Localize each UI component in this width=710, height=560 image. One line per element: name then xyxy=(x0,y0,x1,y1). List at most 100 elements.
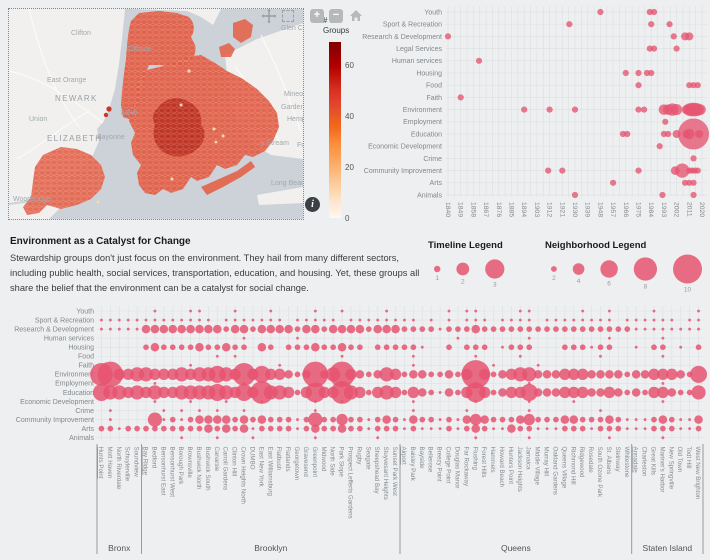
matrix-bubble[interactable] xyxy=(257,342,267,352)
hexbin-ne-cluster2[interactable] xyxy=(219,43,235,57)
neighborhood-label[interactable]: Bay Ridge xyxy=(142,447,149,476)
matrix-bubble[interactable] xyxy=(438,327,442,331)
matrix-bubble[interactable] xyxy=(651,416,657,423)
matrix-bubble[interactable] xyxy=(367,318,371,322)
matrix-bubble[interactable] xyxy=(108,327,112,331)
matrix-bubble[interactable] xyxy=(340,309,344,313)
timeline-bubble[interactable] xyxy=(546,106,553,113)
matrix-bubble[interactable] xyxy=(590,345,594,349)
matrix-bubble[interactable] xyxy=(365,389,372,396)
matrix-bubble[interactable] xyxy=(180,318,184,322)
neighborhood-label[interactable]: Hunts Point xyxy=(97,447,104,479)
matrix-bubble[interactable] xyxy=(278,318,282,322)
timeline-chart[interactable]: Youth Sport & Recreation Research & Develo… xyxy=(355,0,710,232)
matrix-bubble[interactable] xyxy=(135,318,139,322)
matrix-bubble[interactable] xyxy=(135,327,139,331)
matrix-bubble[interactable] xyxy=(418,388,427,397)
matrix-bubble[interactable] xyxy=(233,309,237,313)
matrix-bubble[interactable] xyxy=(492,363,495,367)
matrix-bubble[interactable] xyxy=(411,363,415,367)
matrix-bubble[interactable] xyxy=(410,425,417,432)
timeline-bubble[interactable] xyxy=(635,167,642,174)
matrix-bubble[interactable] xyxy=(198,409,201,412)
matrix-bubble[interactable] xyxy=(162,418,166,422)
matrix-bubble[interactable] xyxy=(189,363,192,367)
matrix-bubble[interactable] xyxy=(401,326,408,332)
matrix-bubble[interactable] xyxy=(313,309,317,313)
neighborhood-label[interactable]: Airport xyxy=(400,447,407,466)
matrix-bubble[interactable] xyxy=(474,436,478,440)
matrix-bubble[interactable] xyxy=(305,318,308,322)
matrix-bubble[interactable] xyxy=(651,344,657,351)
matrix-bubble[interactable] xyxy=(242,336,246,340)
matrix-bubble[interactable] xyxy=(624,389,631,396)
timeline-bubble[interactable] xyxy=(648,21,655,28)
matrix-bubble[interactable] xyxy=(572,400,576,403)
matrix-bubble[interactable] xyxy=(272,385,287,400)
matrix-bubble[interactable] xyxy=(527,318,531,322)
matrix-bubble[interactable] xyxy=(568,386,580,399)
matrix-bubble[interactable] xyxy=(676,370,685,379)
matrix-bubble[interactable] xyxy=(169,425,176,432)
matrix-bubble[interactable] xyxy=(679,345,683,349)
matrix-bubble[interactable] xyxy=(357,416,363,423)
matrix-bubble[interactable] xyxy=(643,427,647,431)
info-button[interactable]: i xyxy=(305,197,320,212)
matrix-bubble[interactable] xyxy=(411,318,415,322)
matrix-bubble[interactable] xyxy=(462,415,472,424)
matrix-bubble[interactable] xyxy=(518,309,522,313)
matrix-bubble[interactable] xyxy=(174,367,189,382)
matrix-bubble[interactable] xyxy=(379,385,394,400)
matrix-bubble[interactable] xyxy=(392,425,399,432)
matrix-bubble[interactable] xyxy=(446,344,452,351)
matrix-bubble[interactable] xyxy=(117,327,121,331)
matrix-bubble[interactable] xyxy=(401,389,408,396)
matrix-bubble[interactable] xyxy=(411,409,415,412)
matrix-bubble[interactable] xyxy=(679,327,683,331)
matrix-bubble[interactable] xyxy=(107,425,114,432)
matrix-bubble[interactable] xyxy=(463,326,470,332)
matrix-bubble[interactable] xyxy=(446,416,452,423)
matrix-bubble[interactable] xyxy=(527,400,531,403)
matrix-bubble[interactable] xyxy=(150,342,160,352)
matrix-bubble[interactable] xyxy=(206,318,210,322)
matrix-bubble[interactable] xyxy=(507,424,516,433)
timeline-bubble[interactable] xyxy=(656,143,663,150)
matrix-bubble[interactable] xyxy=(562,344,568,351)
matrix-bubble[interactable] xyxy=(394,318,397,322)
matrix-bubble[interactable] xyxy=(429,318,433,322)
home-icon[interactable] xyxy=(348,8,364,24)
matrix-bubble[interactable] xyxy=(355,370,365,379)
matrix-bubble[interactable] xyxy=(444,370,454,379)
matrix-bubble[interactable] xyxy=(303,416,310,423)
hexbin-dot[interactable] xyxy=(106,106,112,112)
matrix-bubble[interactable] xyxy=(232,425,238,432)
timeline-bubble[interactable] xyxy=(673,45,680,52)
timeline-bubble[interactable] xyxy=(650,45,658,52)
timeline-bubble[interactable] xyxy=(675,163,690,178)
matrix-bubble[interactable] xyxy=(267,344,274,351)
matrix-bubble[interactable] xyxy=(517,344,524,351)
matrix-bubble[interactable] xyxy=(230,324,240,334)
matrix-bubble[interactable] xyxy=(296,418,299,422)
matrix-bubble[interactable] xyxy=(340,354,344,358)
matrix-bubble[interactable] xyxy=(579,344,586,351)
matrix-bubble[interactable] xyxy=(522,367,537,382)
matrix-bubble[interactable] xyxy=(597,425,604,432)
matrix-bubble[interactable] xyxy=(213,415,222,424)
matrix-bubble[interactable] xyxy=(232,344,238,351)
matrix-bubble[interactable] xyxy=(294,389,301,396)
matrix-bubble[interactable] xyxy=(438,418,442,422)
matrix-bubble[interactable] xyxy=(634,345,638,349)
matrix-bubble[interactable] xyxy=(411,354,415,358)
matrix-bubble[interactable] xyxy=(302,361,329,388)
matrix-bubble[interactable] xyxy=(428,416,435,423)
matrix-bubble[interactable] xyxy=(337,324,347,334)
timeline-bubble[interactable] xyxy=(566,21,573,28)
matrix-bubble[interactable] xyxy=(480,415,489,424)
matrix-bubble[interactable] xyxy=(147,385,163,400)
matrix-bubble[interactable] xyxy=(501,318,504,322)
matrix-bubble[interactable] xyxy=(331,318,335,322)
matrix-bubble[interactable] xyxy=(213,324,222,334)
matrix-bubble[interactable] xyxy=(348,425,354,432)
